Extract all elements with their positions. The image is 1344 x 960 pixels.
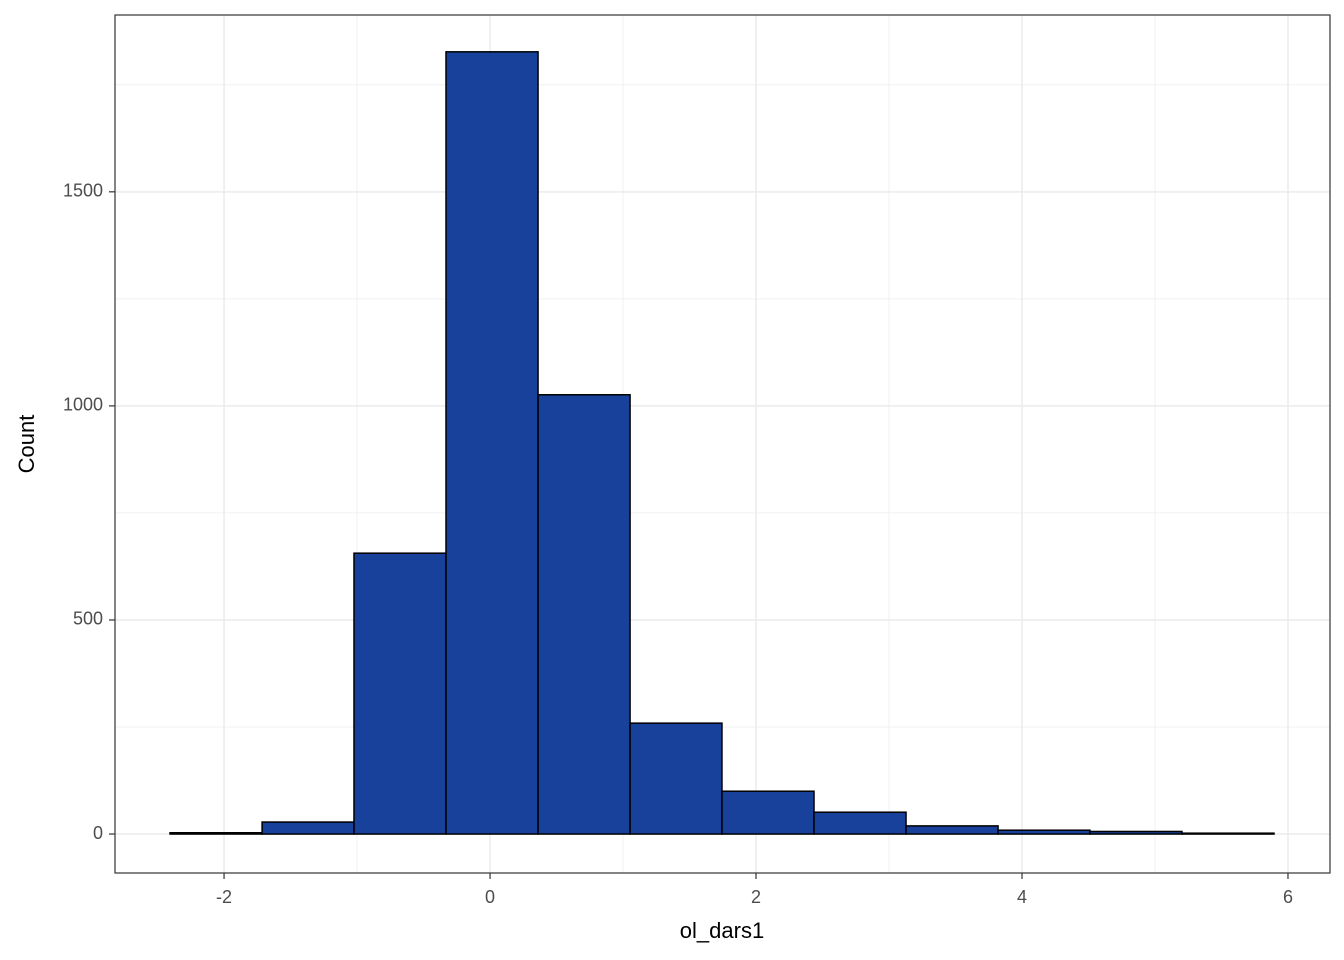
bar [721, 790, 815, 835]
bar [169, 832, 263, 835]
x-tick-label: 6 [1283, 887, 1293, 907]
y-tick-label: 1000 [63, 395, 103, 415]
y-tick-label: 500 [73, 609, 103, 629]
bar [537, 394, 631, 835]
y-tick-label: 1500 [63, 181, 103, 201]
bar [261, 821, 355, 835]
bar [905, 825, 999, 835]
bar [353, 552, 447, 835]
x-axis-title: ol_dars1 [680, 918, 764, 943]
y-tick-label: 0 [93, 823, 103, 843]
bar [813, 811, 907, 835]
panel-border [114, 14, 1331, 874]
x-tick-label: 4 [1017, 887, 1027, 907]
x-tick-label: 2 [751, 887, 761, 907]
x-tick-label: -2 [216, 887, 232, 907]
y-axis-title: Count [14, 415, 39, 474]
bar [629, 722, 723, 835]
bar [997, 829, 1091, 835]
bar [1089, 830, 1183, 835]
bar [1181, 832, 1275, 835]
x-tick-label: 0 [485, 887, 495, 907]
bar [445, 51, 539, 835]
